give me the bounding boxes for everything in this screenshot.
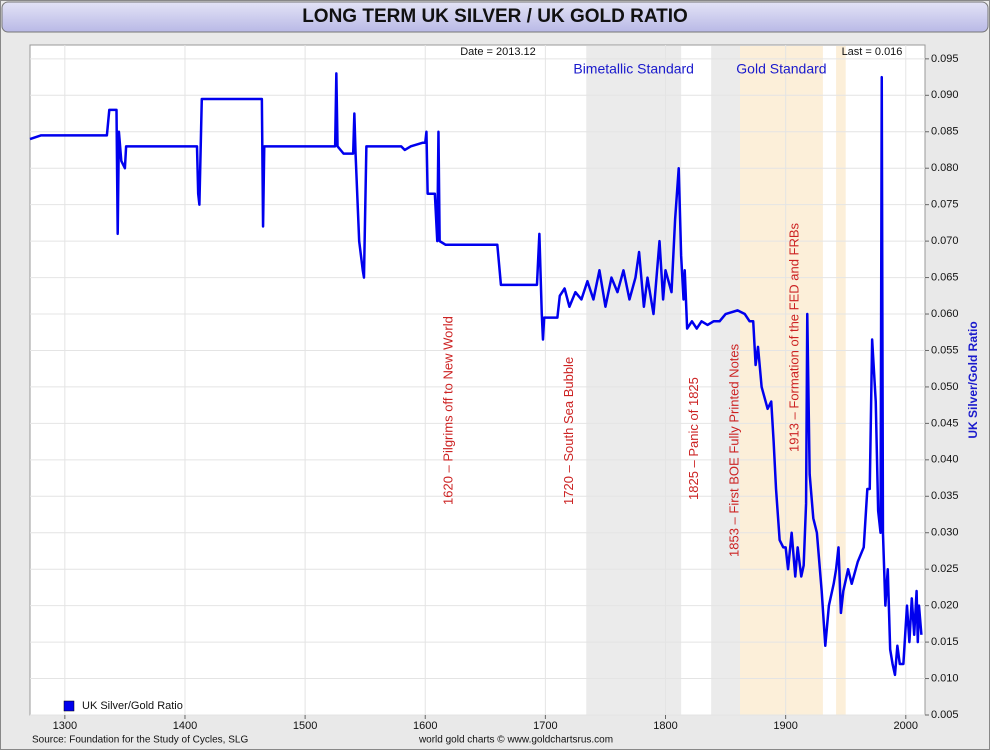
y-tick-label: 0.080 [931, 162, 959, 174]
line [29, 72, 923, 677]
chart-title: LONG TERM UK SILVER / UK GOLD RATIO [302, 6, 688, 27]
y-tick-label: 0.040 [931, 454, 959, 466]
y-tick-label: 0.065 [931, 271, 959, 283]
x-tick-label: 1400 [173, 720, 197, 732]
x-tick-label: 2000 [894, 720, 918, 732]
y-tick-label: 0.070 [931, 235, 959, 247]
x-tick-label: 1800 [653, 720, 677, 732]
annotation: 1620 – Pilgrims off to New World [441, 316, 456, 505]
band [836, 46, 846, 715]
annotation: 1720 – South Sea Bubble [561, 357, 576, 505]
annotation: 1825 – Panic of 1825 [686, 377, 701, 500]
legend-label: UK Silver/Gold Ratio [82, 700, 183, 712]
x-tick-label: 1900 [773, 720, 797, 732]
y-tick-label: 0.005 [931, 709, 959, 721]
x-tick-label: 1600 [413, 720, 437, 732]
band [711, 46, 740, 715]
y-tick-label: 0.035 [931, 490, 959, 502]
y-tick-label: 0.025 [931, 563, 959, 575]
grid [30, 45, 929, 719]
annotation: 1913 – Formation of the FED and FRBs [787, 222, 802, 452]
y-tick-label: 0.020 [931, 600, 959, 612]
annotation: 1853 – First BOE Fully Printed Notes [727, 343, 742, 557]
last-label: Last = 0.016 [842, 46, 903, 58]
y-tick-label: 0.090 [931, 89, 959, 101]
y-tick-label: 0.085 [931, 126, 959, 138]
source: Source: Foundation for the Study of Cycl… [32, 735, 248, 746]
y-tick-label: 0.030 [931, 527, 959, 539]
marks [29, 72, 923, 677]
date-label: Date = 2013.12 [460, 46, 536, 58]
y-tick-label: 0.045 [931, 417, 959, 429]
legend-swatch [63, 700, 75, 712]
band-label: Gold Standard [736, 61, 826, 77]
y-tick-label: 0.095 [931, 53, 959, 65]
x-tick-label: 1500 [293, 720, 317, 732]
y-tick-label: 0.055 [931, 344, 959, 356]
x-tick-label: 1300 [53, 720, 77, 732]
y-tick-label: 0.075 [931, 199, 959, 211]
y-axis-label: UK Silver/Gold Ratio [966, 321, 980, 438]
band [739, 46, 823, 715]
title-bar [1, 1, 989, 33]
y-tick-label: 0.060 [931, 308, 959, 320]
band [586, 46, 682, 715]
y-tick-label: 0.015 [931, 636, 959, 648]
credit: world gold charts © www.goldchartsrus.co… [418, 735, 613, 746]
y-tick-label: 0.010 [931, 672, 959, 684]
x-tick-label: 1700 [533, 720, 557, 732]
band-label: Bimetallic Standard [573, 61, 694, 77]
y-tick-label: 0.050 [931, 381, 959, 393]
